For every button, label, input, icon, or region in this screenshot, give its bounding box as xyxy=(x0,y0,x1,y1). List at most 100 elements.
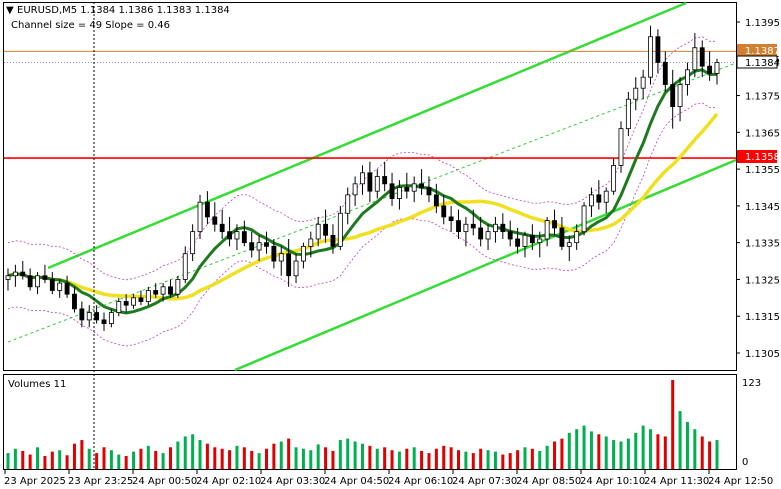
volume-bar xyxy=(353,441,357,469)
volume-bar xyxy=(279,441,283,469)
candle xyxy=(566,235,572,262)
ma-fast-line xyxy=(7,68,717,315)
volume-bar xyxy=(264,448,268,469)
candle-body xyxy=(35,275,40,288)
price-tick-label: 1.1335 xyxy=(745,239,780,250)
time-tick-label: 24 Apr 10:10 xyxy=(580,476,645,487)
time-tick-label: 24 Apr 07:30 xyxy=(452,476,517,487)
candle-body xyxy=(544,220,550,240)
candle-body xyxy=(559,227,565,247)
price-tick-label: 1.1365 xyxy=(745,128,780,139)
candle-body xyxy=(49,279,55,291)
volume-bar xyxy=(43,455,47,469)
candle-body xyxy=(611,165,617,192)
price-tick-label: 1.1395 xyxy=(745,18,780,29)
candle-body xyxy=(123,301,129,306)
candle xyxy=(190,224,196,262)
candlesticks xyxy=(5,25,720,331)
candle xyxy=(699,40,705,78)
volume-bar xyxy=(235,445,239,469)
candle-body xyxy=(64,282,70,295)
volume-bar xyxy=(575,429,579,469)
volume-bar xyxy=(656,434,660,469)
candle-body xyxy=(441,205,447,218)
candle xyxy=(145,286,151,306)
candle-body xyxy=(86,312,92,321)
candle xyxy=(485,224,491,251)
regression-channel xyxy=(7,1,737,372)
volume-bar xyxy=(471,453,475,469)
symbol-ohlc-label: EURUSD,M5 1.1384 1.1386 1.1383 1.1384 xyxy=(17,5,230,16)
candle xyxy=(204,191,210,225)
candle xyxy=(27,268,33,291)
candle xyxy=(101,312,107,331)
candle-body xyxy=(707,65,713,74)
volume-bar xyxy=(228,450,232,469)
volume-bar xyxy=(257,453,261,469)
volume-bar xyxy=(139,448,143,469)
candle xyxy=(544,216,550,247)
candle-body xyxy=(264,242,269,247)
candle-body xyxy=(433,194,439,207)
volume-bar xyxy=(58,450,62,469)
candle-body xyxy=(308,238,314,247)
candle-body xyxy=(522,234,528,247)
volume-bar xyxy=(397,451,401,469)
volume-bar xyxy=(242,447,246,469)
time-tick-label: 24 Apr 12:50 xyxy=(708,476,773,487)
candle xyxy=(323,209,329,243)
candle-body xyxy=(367,172,373,192)
candle-body xyxy=(692,47,698,71)
candle xyxy=(537,231,543,258)
candle-body xyxy=(537,238,543,244)
candle xyxy=(168,279,173,298)
volume-bar xyxy=(324,447,328,469)
candle xyxy=(463,216,469,247)
candle-body xyxy=(552,220,557,229)
candle-body xyxy=(419,183,425,188)
candle xyxy=(219,209,225,239)
volume-bar xyxy=(198,440,202,469)
candle-body xyxy=(640,76,646,89)
volumes-label: Volumes 11 xyxy=(8,379,66,390)
candle-body xyxy=(662,62,668,85)
candle xyxy=(123,294,129,313)
candle-body xyxy=(345,194,351,214)
candle xyxy=(360,165,365,195)
candle xyxy=(515,227,521,254)
volume-bar xyxy=(530,448,534,469)
candle xyxy=(640,69,646,100)
candle-body xyxy=(256,242,262,251)
volume-bar xyxy=(132,451,136,469)
candle-body xyxy=(685,69,690,85)
price-tick-label: 1.1375 xyxy=(745,92,780,103)
candle-body xyxy=(249,242,255,251)
candle-body xyxy=(219,223,225,233)
volume-bar xyxy=(538,450,542,469)
volume-bar xyxy=(545,445,549,469)
volume-bar xyxy=(612,440,616,469)
volume-bars xyxy=(6,380,719,469)
candle xyxy=(374,169,380,199)
channel-lower-line xyxy=(234,158,737,372)
volume-bar xyxy=(464,451,468,469)
candle xyxy=(574,224,580,251)
time-tick-label: 24 Apr 06:10 xyxy=(388,476,453,487)
volume-bar xyxy=(685,421,689,469)
volume-bar xyxy=(205,443,209,469)
candle-body xyxy=(278,253,284,262)
volume-bar xyxy=(294,447,298,469)
candle xyxy=(559,216,565,251)
header-symbol-icon: ▼ xyxy=(6,5,14,16)
volume-bar xyxy=(287,438,291,469)
candle xyxy=(94,305,100,324)
candle xyxy=(337,205,343,251)
volume-bar xyxy=(213,447,217,469)
candle xyxy=(456,209,461,239)
candle-body xyxy=(500,223,506,233)
candle xyxy=(175,275,181,298)
candle xyxy=(396,180,402,210)
volume-bar xyxy=(604,436,608,469)
candle xyxy=(433,183,439,214)
